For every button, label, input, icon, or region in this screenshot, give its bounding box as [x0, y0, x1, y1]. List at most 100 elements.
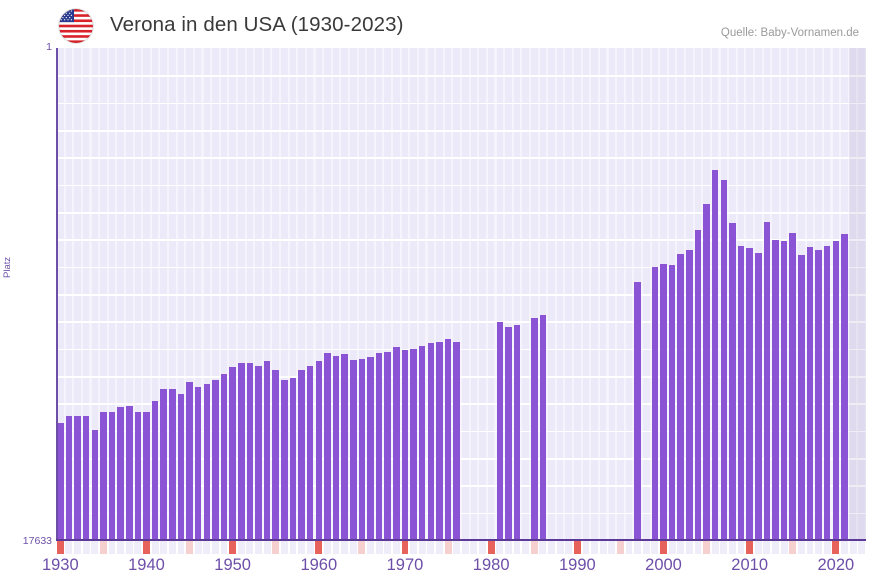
bar[interactable] [194, 386, 202, 540]
bar[interactable] [91, 429, 99, 540]
bar[interactable] [539, 315, 547, 540]
bar[interactable] [832, 241, 840, 540]
bar[interactable] [324, 353, 331, 540]
bar[interactable] [237, 362, 245, 540]
x-tick [160, 541, 168, 554]
bar[interactable] [350, 360, 357, 540]
bar[interactable] [789, 233, 797, 540]
bar[interactable] [358, 358, 366, 540]
bar[interactable] [798, 255, 805, 540]
x-tick [401, 541, 409, 554]
x-tick [841, 541, 848, 554]
x-tick [694, 541, 702, 554]
bar[interactable] [444, 339, 452, 540]
bar[interactable] [651, 266, 659, 540]
bar[interactable] [65, 415, 73, 540]
bar[interactable] [496, 322, 504, 540]
bar[interactable] [841, 234, 848, 540]
x-tick [849, 541, 857, 554]
bar[interactable] [401, 350, 409, 540]
x-tick [168, 541, 176, 554]
bar[interactable] [634, 281, 641, 540]
x-tick [470, 541, 478, 554]
bar[interactable] [660, 263, 667, 540]
bar[interactable] [298, 369, 305, 540]
bar[interactable] [100, 411, 107, 540]
bar[interactable] [186, 382, 193, 540]
bar[interactable] [125, 406, 133, 540]
bar[interactable] [263, 361, 271, 540]
bar[interactable] [177, 393, 185, 540]
x-tick [625, 541, 633, 554]
bar[interactable] [134, 411, 142, 540]
x-tick [255, 541, 262, 554]
bar[interactable] [169, 389, 176, 540]
bar[interactable] [160, 389, 167, 540]
bar[interactable] [246, 362, 254, 540]
bar[interactable] [229, 367, 236, 540]
bar[interactable] [453, 341, 460, 540]
x-tick [392, 541, 400, 554]
x-tick [815, 541, 823, 554]
bar[interactable] [530, 318, 538, 540]
x-tick [117, 541, 125, 554]
x-tick [858, 541, 866, 554]
bar[interactable] [384, 351, 392, 540]
bar[interactable] [57, 423, 64, 540]
bar[interactable] [272, 369, 279, 540]
bar[interactable] [686, 249, 693, 540]
bar[interactable] [220, 373, 228, 540]
bar[interactable] [780, 241, 788, 540]
bar[interactable] [677, 254, 684, 540]
bar[interactable] [108, 411, 116, 540]
bar[interactable] [212, 379, 219, 540]
bar[interactable] [668, 265, 676, 540]
bar[interactable] [410, 348, 417, 540]
bar[interactable] [513, 325, 521, 540]
bar[interactable] [341, 354, 348, 540]
bar[interactable] [763, 221, 771, 540]
bar[interactable] [729, 223, 736, 540]
x-tick-label: 1950 [214, 556, 251, 574]
bar[interactable] [418, 346, 426, 540]
bar[interactable] [255, 365, 262, 540]
bar[interactable] [427, 343, 435, 540]
bar[interactable] [755, 252, 762, 540]
bar[interactable] [505, 326, 512, 540]
bar[interactable] [332, 355, 340, 540]
bar[interactable] [772, 240, 779, 540]
x-tick [298, 541, 306, 554]
bar[interactable] [74, 415, 81, 540]
bar[interactable] [367, 357, 374, 540]
bar[interactable] [711, 170, 719, 540]
x-tick-label: 1980 [472, 556, 510, 574]
x-tick [367, 541, 374, 554]
bar[interactable] [203, 383, 211, 540]
x-tick [143, 541, 150, 554]
bar[interactable] [823, 245, 831, 540]
x-tick [99, 541, 107, 554]
bar[interactable] [281, 379, 288, 540]
bar[interactable] [117, 407, 124, 540]
bar[interactable] [746, 248, 753, 540]
bar[interactable] [82, 415, 90, 540]
bar[interactable] [306, 365, 314, 540]
bar[interactable] [694, 230, 702, 540]
x-tick [772, 541, 779, 554]
bar[interactable] [393, 347, 400, 540]
bar[interactable] [315, 361, 323, 540]
bar[interactable] [375, 353, 383, 540]
bar[interactable] [289, 378, 297, 540]
bar[interactable] [143, 411, 150, 540]
bar[interactable] [703, 203, 710, 540]
bar[interactable] [737, 245, 745, 540]
x-tick [763, 541, 771, 554]
bar[interactable] [720, 180, 728, 540]
x-tick [186, 541, 193, 554]
bar[interactable] [436, 341, 443, 540]
bar[interactable] [806, 247, 814, 540]
bar[interactable] [815, 249, 822, 540]
bar[interactable] [151, 400, 159, 540]
x-tick [797, 541, 805, 554]
x-tick-label: 2000 [645, 556, 682, 574]
